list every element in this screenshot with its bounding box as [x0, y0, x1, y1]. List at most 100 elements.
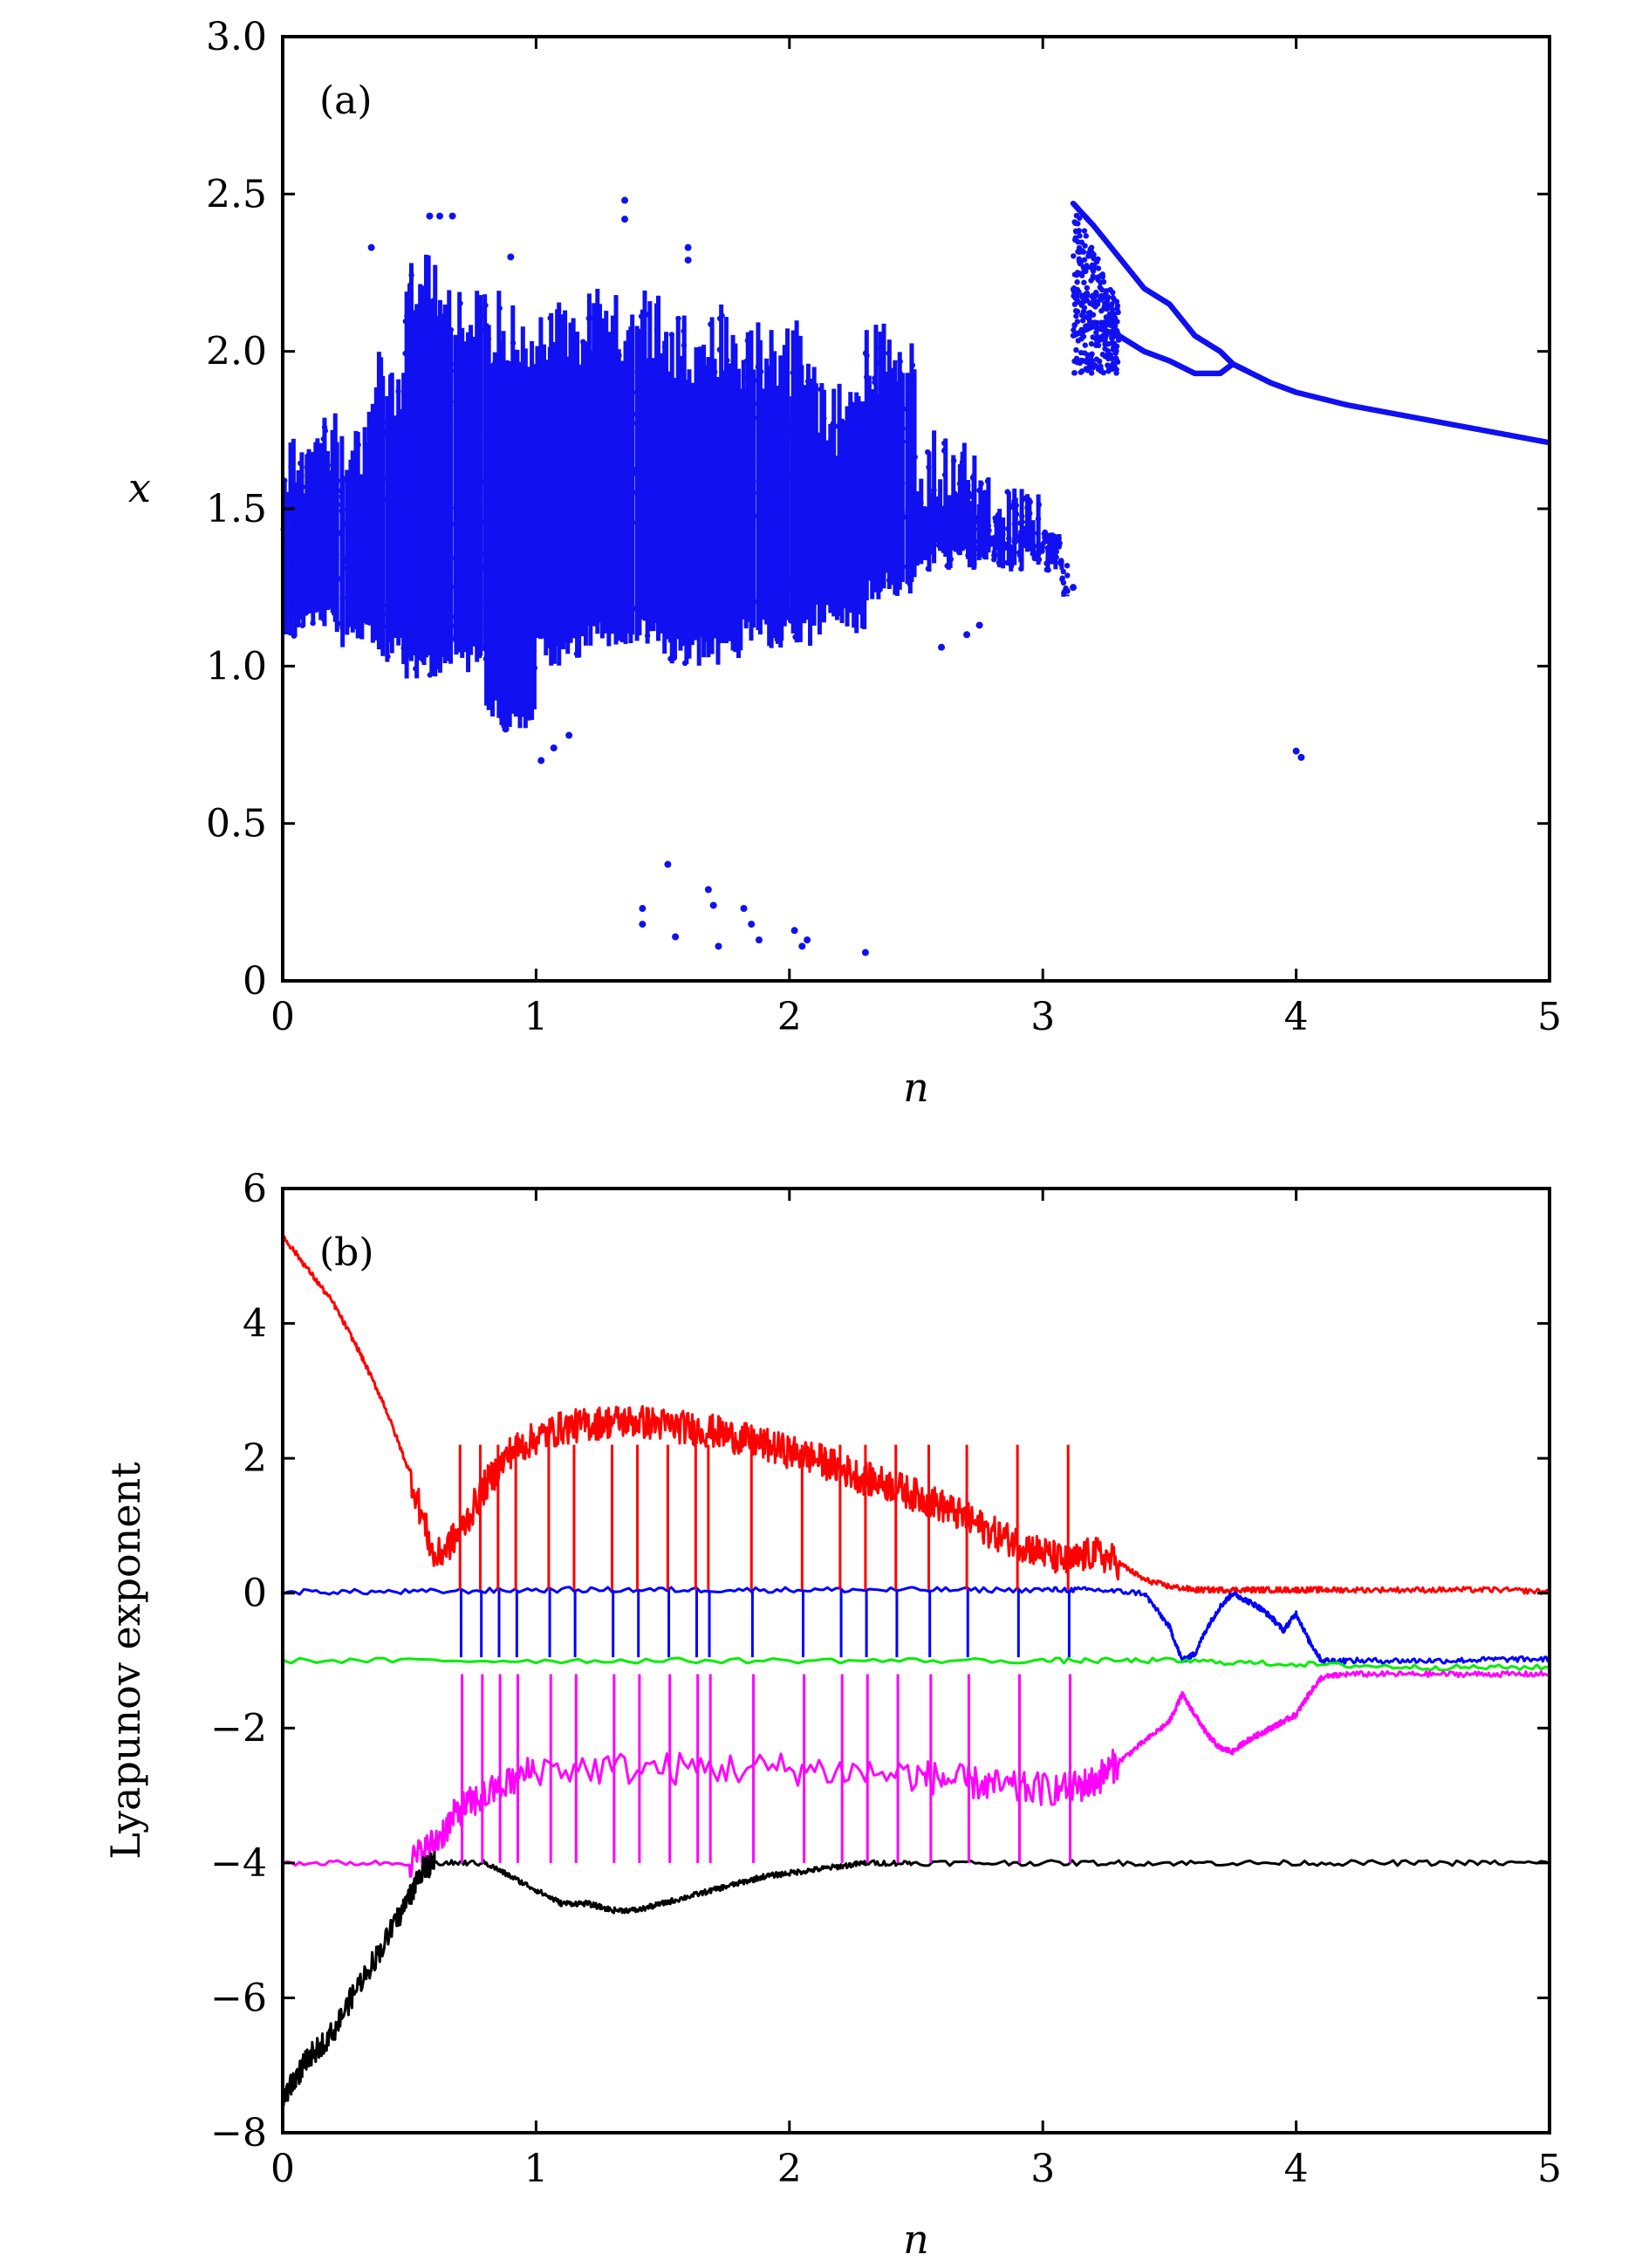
scatter-point [1108, 331, 1115, 337]
scatter-point [946, 536, 953, 543]
scatter-point [725, 558, 731, 565]
scatter-point [473, 504, 479, 511]
scatter-point [704, 476, 710, 483]
scatter-point-band [531, 364, 537, 709]
scatter-point-band [1036, 494, 1041, 565]
scatter-point [291, 503, 298, 510]
scatter-point [547, 315, 553, 321]
series-line [281, 1851, 1550, 2109]
scatter-point-band [982, 490, 987, 559]
scatter-point [819, 429, 825, 435]
scatter-point-band [986, 477, 991, 553]
scatter-point [1071, 370, 1078, 376]
scatter-point [925, 552, 931, 558]
scatter-point [993, 518, 999, 524]
scatter-point [477, 623, 483, 629]
scatter-point [408, 365, 414, 372]
scatter-point-band [637, 328, 642, 636]
scatter-point [1073, 346, 1079, 353]
scatter-point [495, 490, 501, 497]
scatter-point-band [701, 344, 707, 658]
scatter-point [777, 473, 783, 479]
scatter-point [789, 426, 795, 432]
scatter-point [1109, 335, 1116, 341]
scatter-point [564, 389, 570, 396]
scatter-point-band [345, 469, 350, 635]
scatter-point-isolated [975, 621, 983, 629]
scatter-point-band [496, 291, 502, 718]
scatter-point [503, 535, 510, 541]
scatter-point [391, 429, 398, 435]
scatter-point [488, 557, 495, 564]
panel-b-x-ticks: 0 1 2 3 4 5 [270, 1189, 1562, 2191]
scatter-point [298, 460, 304, 467]
scatter-point-band [580, 340, 585, 637]
scatter-point [299, 569, 306, 575]
scatter-point-band [577, 364, 582, 658]
scatter-point [936, 531, 942, 537]
panel-a-x-tick-label: 0 [270, 995, 295, 1039]
scatter-point [590, 315, 596, 321]
scatter-point [758, 492, 765, 498]
scatter-point-band [471, 336, 476, 647]
scatter-point [447, 519, 453, 526]
scatter-point-band [535, 346, 540, 639]
scatter-point [812, 393, 818, 399]
scatter-point [1036, 556, 1043, 563]
panel-b-x-tick-label: 2 [777, 2147, 802, 2191]
scatter-point [1077, 233, 1083, 239]
scatter-point [518, 467, 524, 474]
scatter-point [1007, 543, 1013, 550]
scatter-point [1053, 549, 1060, 555]
scatter-point [1074, 279, 1080, 285]
scatter-point [886, 350, 892, 356]
scatter-point [991, 556, 997, 563]
panel-a-x-tick-label: 1 [523, 995, 548, 1039]
scatter-point [1010, 559, 1017, 565]
scatter-point [477, 550, 483, 556]
scatter-point [929, 491, 936, 498]
scatter-point-band [340, 476, 346, 648]
scatter-point [537, 402, 543, 408]
scatter-point-band [712, 359, 717, 639]
scatter-point [1077, 249, 1083, 256]
scatter-point [320, 435, 327, 442]
scatter-point [726, 541, 732, 548]
scatter-point-band [878, 332, 883, 592]
scatter-point [569, 535, 576, 541]
scatter-point [696, 506, 703, 512]
scatter-point [397, 516, 403, 522]
scatter-point [1093, 291, 1099, 298]
scatter-point-isolated [426, 212, 434, 220]
scatter-point-band [373, 387, 379, 641]
scatter-point-isolated [448, 212, 456, 220]
scatter-point [455, 423, 462, 429]
scatter-point-band [709, 317, 715, 654]
scatter-point [910, 424, 916, 430]
scatter-point [339, 476, 346, 482]
scatter-point-band [694, 346, 699, 641]
scatter-point [400, 555, 406, 561]
scatter-point [810, 605, 816, 612]
scatter-point [385, 654, 391, 660]
scatter-point [925, 565, 932, 572]
scatter-point [689, 613, 695, 619]
scatter-point [736, 581, 742, 587]
scatter-point [797, 484, 804, 490]
scatter-point [970, 500, 976, 507]
scatter-point [380, 476, 387, 482]
scatter-point [1088, 370, 1095, 376]
scatter-point [457, 618, 464, 625]
scatter-point-band [790, 330, 796, 634]
scatter-point-band [678, 355, 683, 651]
scatter-point [893, 412, 900, 418]
scatter-point [402, 319, 409, 325]
scatter-point-band [315, 438, 320, 612]
scatter-point [587, 429, 593, 436]
scatter-point [987, 537, 993, 543]
scatter-point [624, 558, 630, 565]
scatter-point [566, 621, 572, 627]
scatter-point [731, 545, 737, 552]
scatter-point [395, 388, 401, 394]
scatter-point [725, 401, 732, 407]
